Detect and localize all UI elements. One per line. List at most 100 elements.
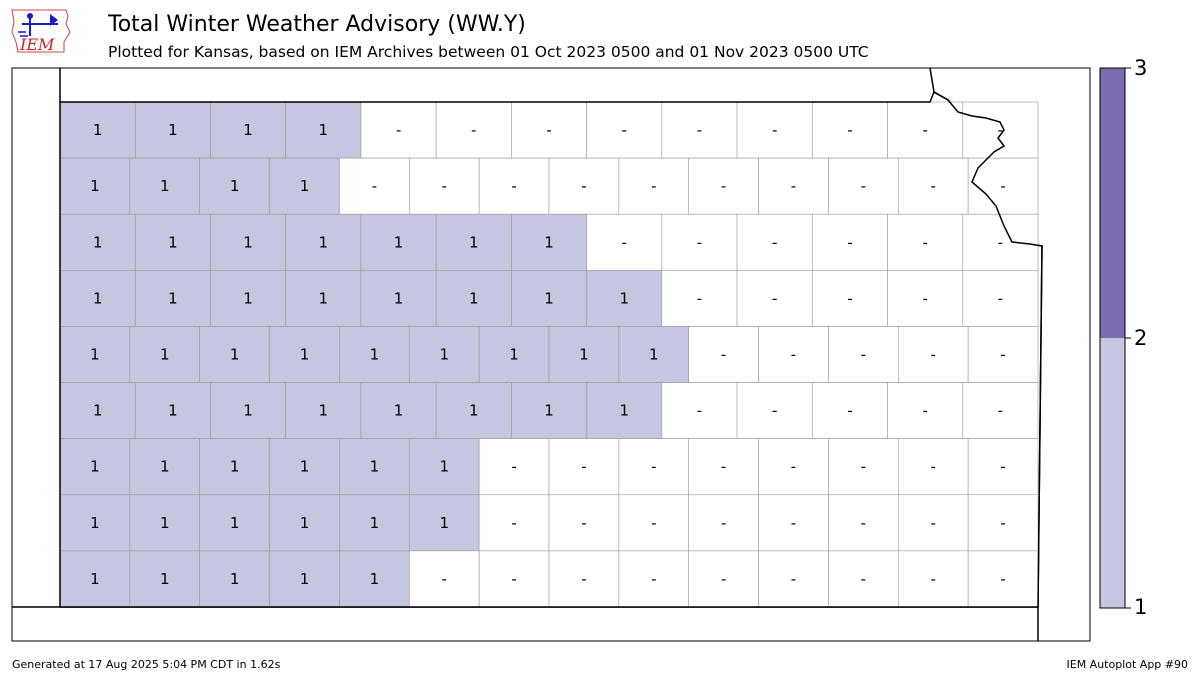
county-cell bbox=[586, 270, 663, 327]
county-cell bbox=[210, 382, 286, 439]
kansas-outline bbox=[59, 90, 1043, 608]
county-cell bbox=[758, 438, 829, 496]
county-value: 1 bbox=[168, 233, 178, 251]
county-value: 1 bbox=[319, 233, 329, 251]
county-cell bbox=[967, 550, 1039, 608]
county-value: 1 bbox=[168, 402, 178, 420]
county-cell bbox=[435, 213, 512, 271]
county-cell bbox=[408, 157, 480, 215]
colorbar-level-2 bbox=[1100, 68, 1125, 338]
county-cell bbox=[887, 101, 964, 159]
county-value: - bbox=[651, 458, 656, 476]
county-value: 1 bbox=[370, 570, 380, 588]
county-cell bbox=[548, 550, 620, 608]
county-value: - bbox=[998, 402, 1003, 420]
generated-timestamp: Generated at 17 Aug 2025 5:04 PM CDT in … bbox=[12, 658, 281, 671]
county-value: - bbox=[791, 570, 796, 588]
county-value: - bbox=[581, 177, 586, 195]
county-value: - bbox=[721, 458, 726, 476]
county-cell bbox=[478, 326, 550, 383]
county-cell bbox=[661, 101, 738, 159]
county-value: 1 bbox=[160, 177, 170, 195]
county-cell bbox=[269, 494, 340, 552]
county-value: 1 bbox=[243, 289, 253, 307]
county-cell bbox=[129, 326, 201, 383]
county-value: 1 bbox=[469, 233, 479, 251]
county-cell bbox=[360, 270, 437, 327]
county-cell bbox=[511, 213, 587, 271]
county-value: - bbox=[772, 402, 777, 420]
county-cell bbox=[408, 550, 480, 608]
county-value: - bbox=[442, 570, 447, 588]
county-value: - bbox=[998, 289, 1003, 307]
county-value: - bbox=[581, 458, 586, 476]
county-cell bbox=[758, 494, 829, 552]
county-value: 1 bbox=[300, 570, 310, 588]
county-cell bbox=[59, 494, 131, 552]
county-cell bbox=[285, 382, 362, 439]
county-value: - bbox=[581, 514, 586, 532]
county-cell bbox=[134, 101, 211, 159]
county-value: 1 bbox=[619, 402, 629, 420]
county-value: 1 bbox=[93, 121, 103, 139]
county-cell bbox=[199, 550, 270, 608]
colorbar-label-3: 3 bbox=[1134, 56, 1148, 80]
county-cell bbox=[339, 438, 410, 496]
county-cell bbox=[59, 326, 131, 383]
county-cell bbox=[618, 494, 690, 552]
county-value: 1 bbox=[370, 346, 380, 364]
county-cell bbox=[967, 438, 1039, 496]
county-value: - bbox=[697, 289, 702, 307]
county-value: - bbox=[847, 121, 852, 139]
county-cell bbox=[586, 101, 663, 159]
county-cell bbox=[962, 213, 1039, 271]
county-cell bbox=[285, 101, 362, 159]
county-value: - bbox=[791, 514, 796, 532]
county-cell bbox=[897, 326, 969, 383]
county-value: - bbox=[791, 346, 796, 364]
county-value: 1 bbox=[319, 402, 329, 420]
county-value: 1 bbox=[90, 570, 100, 588]
county-value: - bbox=[998, 121, 1003, 139]
county-value: - bbox=[861, 177, 866, 195]
county-value: - bbox=[511, 458, 516, 476]
county-value: - bbox=[651, 570, 656, 588]
county-value: 1 bbox=[160, 514, 170, 532]
county-cell bbox=[435, 382, 512, 439]
county-value: 1 bbox=[168, 121, 178, 139]
county-value: 1 bbox=[649, 346, 659, 364]
logo-text: IEM bbox=[19, 35, 55, 54]
county-value: 1 bbox=[230, 458, 240, 476]
county-cell bbox=[967, 494, 1039, 552]
county-value: - bbox=[721, 177, 726, 195]
county-value: - bbox=[1000, 514, 1005, 532]
county-cell bbox=[962, 382, 1039, 439]
county-cell bbox=[269, 326, 340, 383]
county-cell bbox=[511, 382, 587, 439]
county-cell bbox=[897, 438, 969, 496]
county-value: 1 bbox=[160, 346, 170, 364]
county-cell bbox=[736, 382, 813, 439]
county-cell bbox=[548, 157, 620, 215]
page-subtitle: Plotted for Kansas, based on IEM Archive… bbox=[108, 43, 869, 61]
county-value: 1 bbox=[394, 289, 404, 307]
county-cell bbox=[199, 494, 270, 552]
county-value: 1 bbox=[509, 346, 519, 364]
county-layer bbox=[59, 101, 1039, 608]
county-cell bbox=[736, 270, 813, 327]
county-value: 1 bbox=[243, 233, 253, 251]
county-value: 1 bbox=[160, 458, 170, 476]
county-value: 1 bbox=[93, 402, 103, 420]
county-value: 1 bbox=[370, 514, 380, 532]
county-value: 1 bbox=[544, 402, 554, 420]
county-cell bbox=[129, 438, 201, 496]
county-value: - bbox=[922, 402, 927, 420]
county-value: 1 bbox=[394, 233, 404, 251]
county-cell bbox=[897, 550, 969, 608]
colorbar-label-2: 2 bbox=[1134, 326, 1148, 350]
county-value: - bbox=[471, 121, 476, 139]
county-cell bbox=[269, 550, 340, 608]
county-value: - bbox=[697, 233, 702, 251]
county-value: - bbox=[772, 121, 777, 139]
county-cell bbox=[339, 550, 410, 608]
